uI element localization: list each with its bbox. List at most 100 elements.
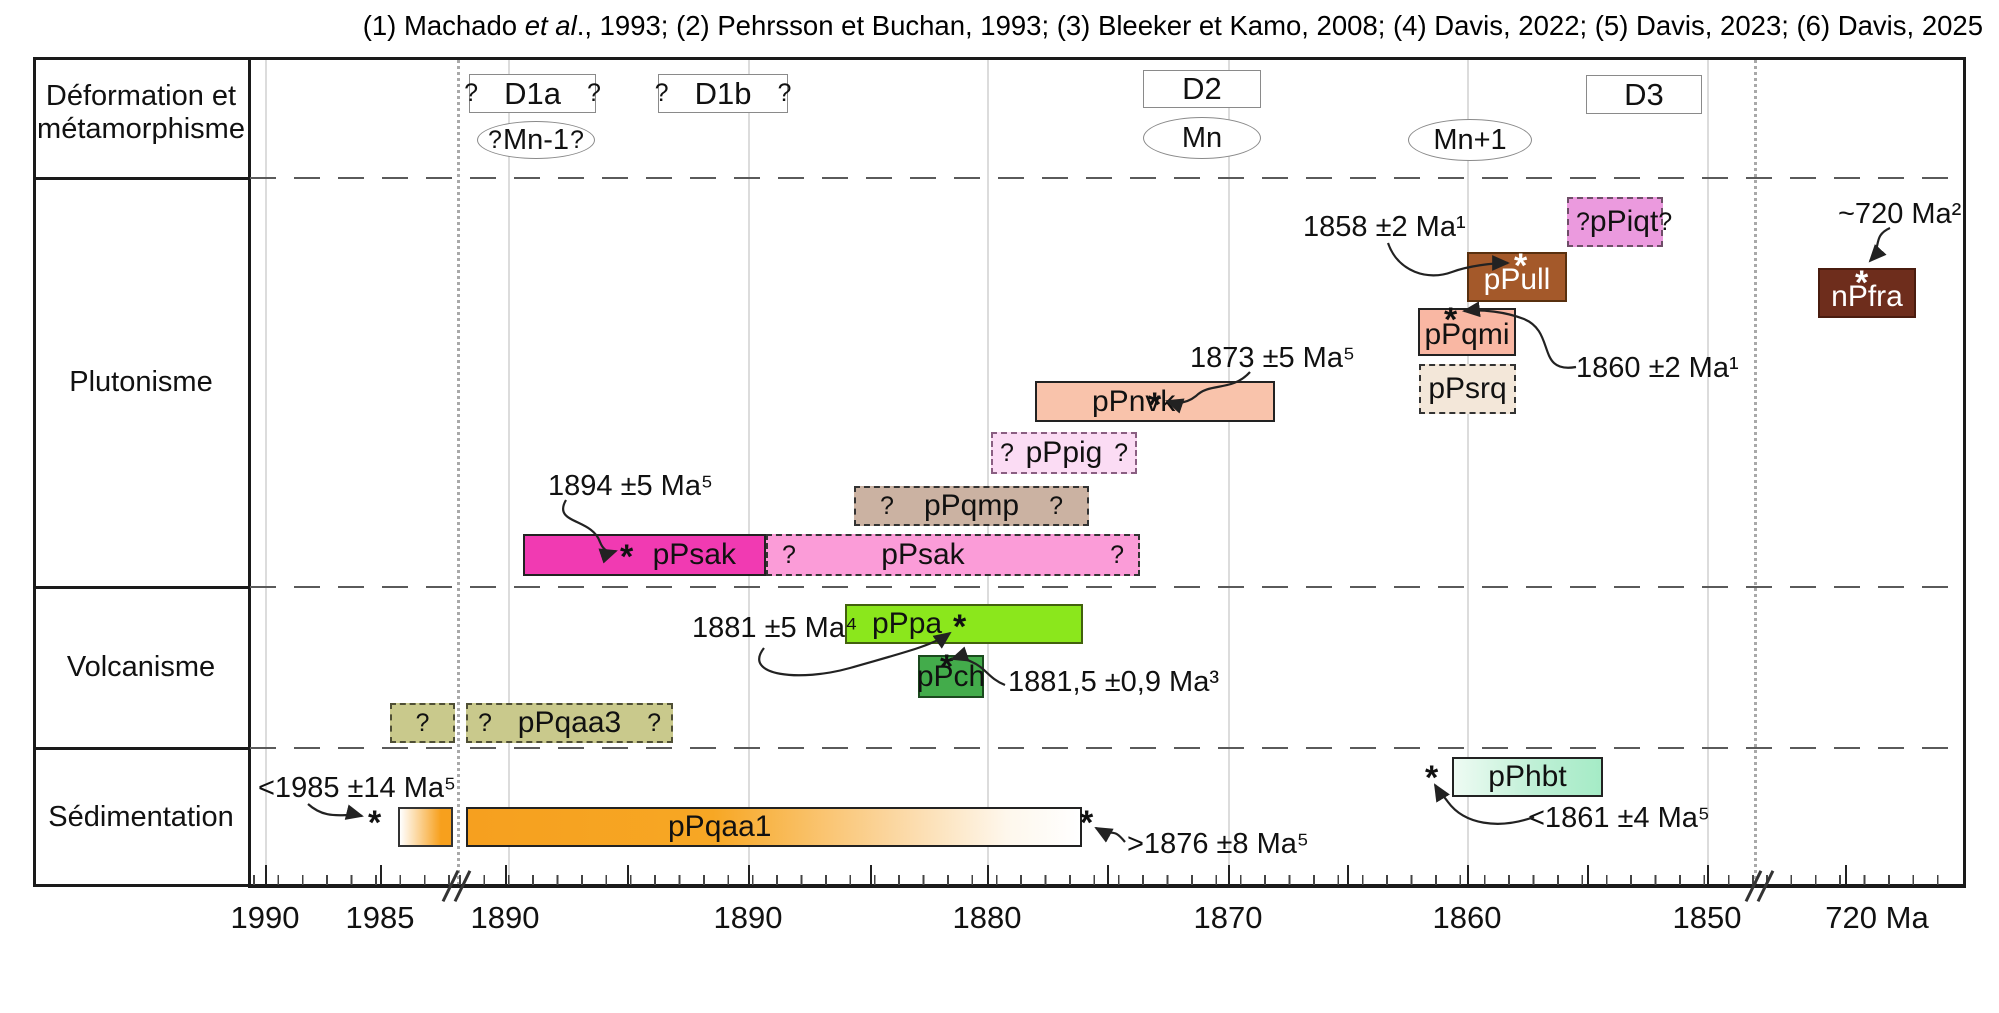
- date-annotation: >1876 ±8 Ma⁵: [1127, 828, 1309, 860]
- question-mark: ?: [415, 708, 430, 737]
- axis-major-tick: [1107, 865, 1110, 885]
- question-mark: ?: [1049, 491, 1063, 520]
- question-mark: ?: [654, 79, 669, 107]
- event-pPqmp: ? pPqmp ?: [854, 486, 1089, 526]
- asterisk-marker: *: [1855, 264, 1869, 302]
- column-divider: [248, 57, 251, 887]
- event-nPfra: nPfra: [1818, 268, 1916, 318]
- date-annotation: 1881 ±5 Ma⁴: [692, 612, 858, 644]
- deformation-mn-1: ? Mn-1 ?: [477, 121, 595, 159]
- asterisk-marker: *: [620, 538, 634, 576]
- axis-minor-ticks: [1766, 875, 1958, 885]
- axis-tick-label: 1860: [1432, 900, 1502, 935]
- event-pPsrq: pPsrq: [1419, 364, 1516, 414]
- event-pPpig: ? pPpig ?: [991, 432, 1137, 474]
- event-pPqaa3-left: ?: [390, 703, 455, 743]
- event-pPsak-inferred: ? pPsak ?: [766, 534, 1140, 576]
- axis-break-line: [457, 60, 460, 885]
- event-label: pPiqt: [1589, 205, 1659, 238]
- date-annotation: 1858 ±2 Ma¹: [1303, 211, 1466, 243]
- question-mark: ?: [488, 125, 502, 154]
- event-label: pPnvk: [1092, 384, 1176, 418]
- date-annotation: <1985 ±14 Ma⁵: [258, 772, 457, 804]
- row-divider: [33, 177, 250, 180]
- date-annotation: 1860 ±2 Ma¹: [1576, 352, 1739, 384]
- asterisk-marker: *: [1444, 301, 1458, 339]
- question-mark: ?: [570, 125, 584, 154]
- date-annotation: 1873 ±5 Ma⁵: [1190, 342, 1355, 374]
- gridline: [265, 60, 267, 885]
- question-mark: ?: [1576, 207, 1590, 236]
- deformation-d1b: ? D1b ?: [654, 74, 792, 113]
- axis-tick-label: 1890: [713, 900, 783, 935]
- event-label: pPqaa3: [517, 706, 622, 739]
- gridline: [1467, 60, 1469, 885]
- row-divider-dashed: [250, 747, 1964, 749]
- question-mark: ?: [880, 491, 894, 520]
- question-mark: ?: [464, 79, 479, 107]
- gridline: [1228, 60, 1230, 885]
- axis-major-tick: [748, 865, 751, 885]
- axis-major-tick: [870, 865, 873, 885]
- axis-major-tick: [1587, 865, 1590, 885]
- event-pPiqt: ? pPiqt ?: [1567, 197, 1672, 247]
- event-label: pPsak: [652, 538, 736, 571]
- axis-major-tick: [505, 865, 508, 885]
- event-label: pPsrq: [1428, 372, 1507, 405]
- time-axis: [248, 885, 1966, 888]
- event-label: pPsak: [881, 538, 965, 571]
- axis-tick-label: 720 Ma: [1825, 900, 1929, 935]
- question-mark: ?: [1110, 540, 1124, 569]
- row-divider: [33, 747, 250, 750]
- question-mark: ?: [1114, 438, 1128, 467]
- event-pPhbt: pPhbt: [1452, 757, 1603, 797]
- axis-tick-label: 1880: [952, 900, 1022, 935]
- date-annotation: 1881,5 ±0,9 Ma³: [1008, 666, 1219, 698]
- asterisk-marker: *: [1425, 759, 1439, 797]
- date-annotation: ~720 Ma²: [1838, 198, 1962, 230]
- gridline: [508, 60, 510, 885]
- event-label: D2: [1182, 71, 1222, 106]
- row-divider-dashed: [250, 586, 1964, 588]
- event-label: D1b: [694, 75, 752, 111]
- event-label: pPqmp: [923, 489, 1020, 522]
- axis-major-tick: [265, 865, 268, 885]
- question-mark: ?: [777, 79, 792, 107]
- asterisk-marker: *: [1514, 247, 1528, 285]
- axis-major-tick: [1228, 865, 1231, 885]
- axis-major-tick: [380, 865, 383, 885]
- date-annotation: <1861 ±4 Ma⁵: [1528, 802, 1710, 834]
- date-annotation: 1894 ±5 Ma⁵: [548, 470, 713, 502]
- row-divider-dashed: [250, 177, 1964, 179]
- axis-major-tick: [1467, 865, 1470, 885]
- question-mark: ?: [478, 708, 492, 737]
- question-mark: ?: [647, 708, 661, 737]
- event-label: D1a: [504, 75, 561, 111]
- row-label-plutonisme: Plutonisme: [69, 366, 213, 398]
- gridline: [748, 60, 750, 885]
- axis-break-line: [1754, 60, 1757, 885]
- event-label: Mn-1: [502, 123, 570, 156]
- axis-tick-label: 1890: [470, 900, 540, 935]
- axis-tick-label: 1850: [1672, 900, 1742, 935]
- event-label: Mn+1: [1433, 123, 1507, 156]
- asterisk-marker: *: [1080, 804, 1094, 842]
- deformation-mn-plus-1: Mn+1: [1408, 119, 1532, 161]
- event-label: pPpa: [872, 607, 943, 640]
- event-pPqaa3: ? pPqaa3 ?: [466, 703, 673, 743]
- asterisk-marker: *: [953, 608, 967, 646]
- event-label: pPpig: [1025, 436, 1103, 469]
- event-pPqaa1-left: [398, 807, 453, 847]
- axis-tick-label: 1985: [345, 900, 415, 935]
- asterisk-marker: *: [368, 804, 382, 842]
- axis-tick-label: 1870: [1193, 900, 1263, 935]
- gridline: [1707, 60, 1709, 885]
- event-pPqmi: pPqmi: [1418, 308, 1516, 356]
- row-label-deformation: Déformation et métamorphisme: [37, 80, 245, 145]
- axis-major-tick: [627, 865, 630, 885]
- question-mark: ?: [1658, 207, 1673, 236]
- asterisk-marker: *: [1148, 386, 1162, 424]
- row-label-sedimentation: Sédimentation: [48, 801, 234, 833]
- deformation-d1a: ? D1a ?: [464, 74, 601, 113]
